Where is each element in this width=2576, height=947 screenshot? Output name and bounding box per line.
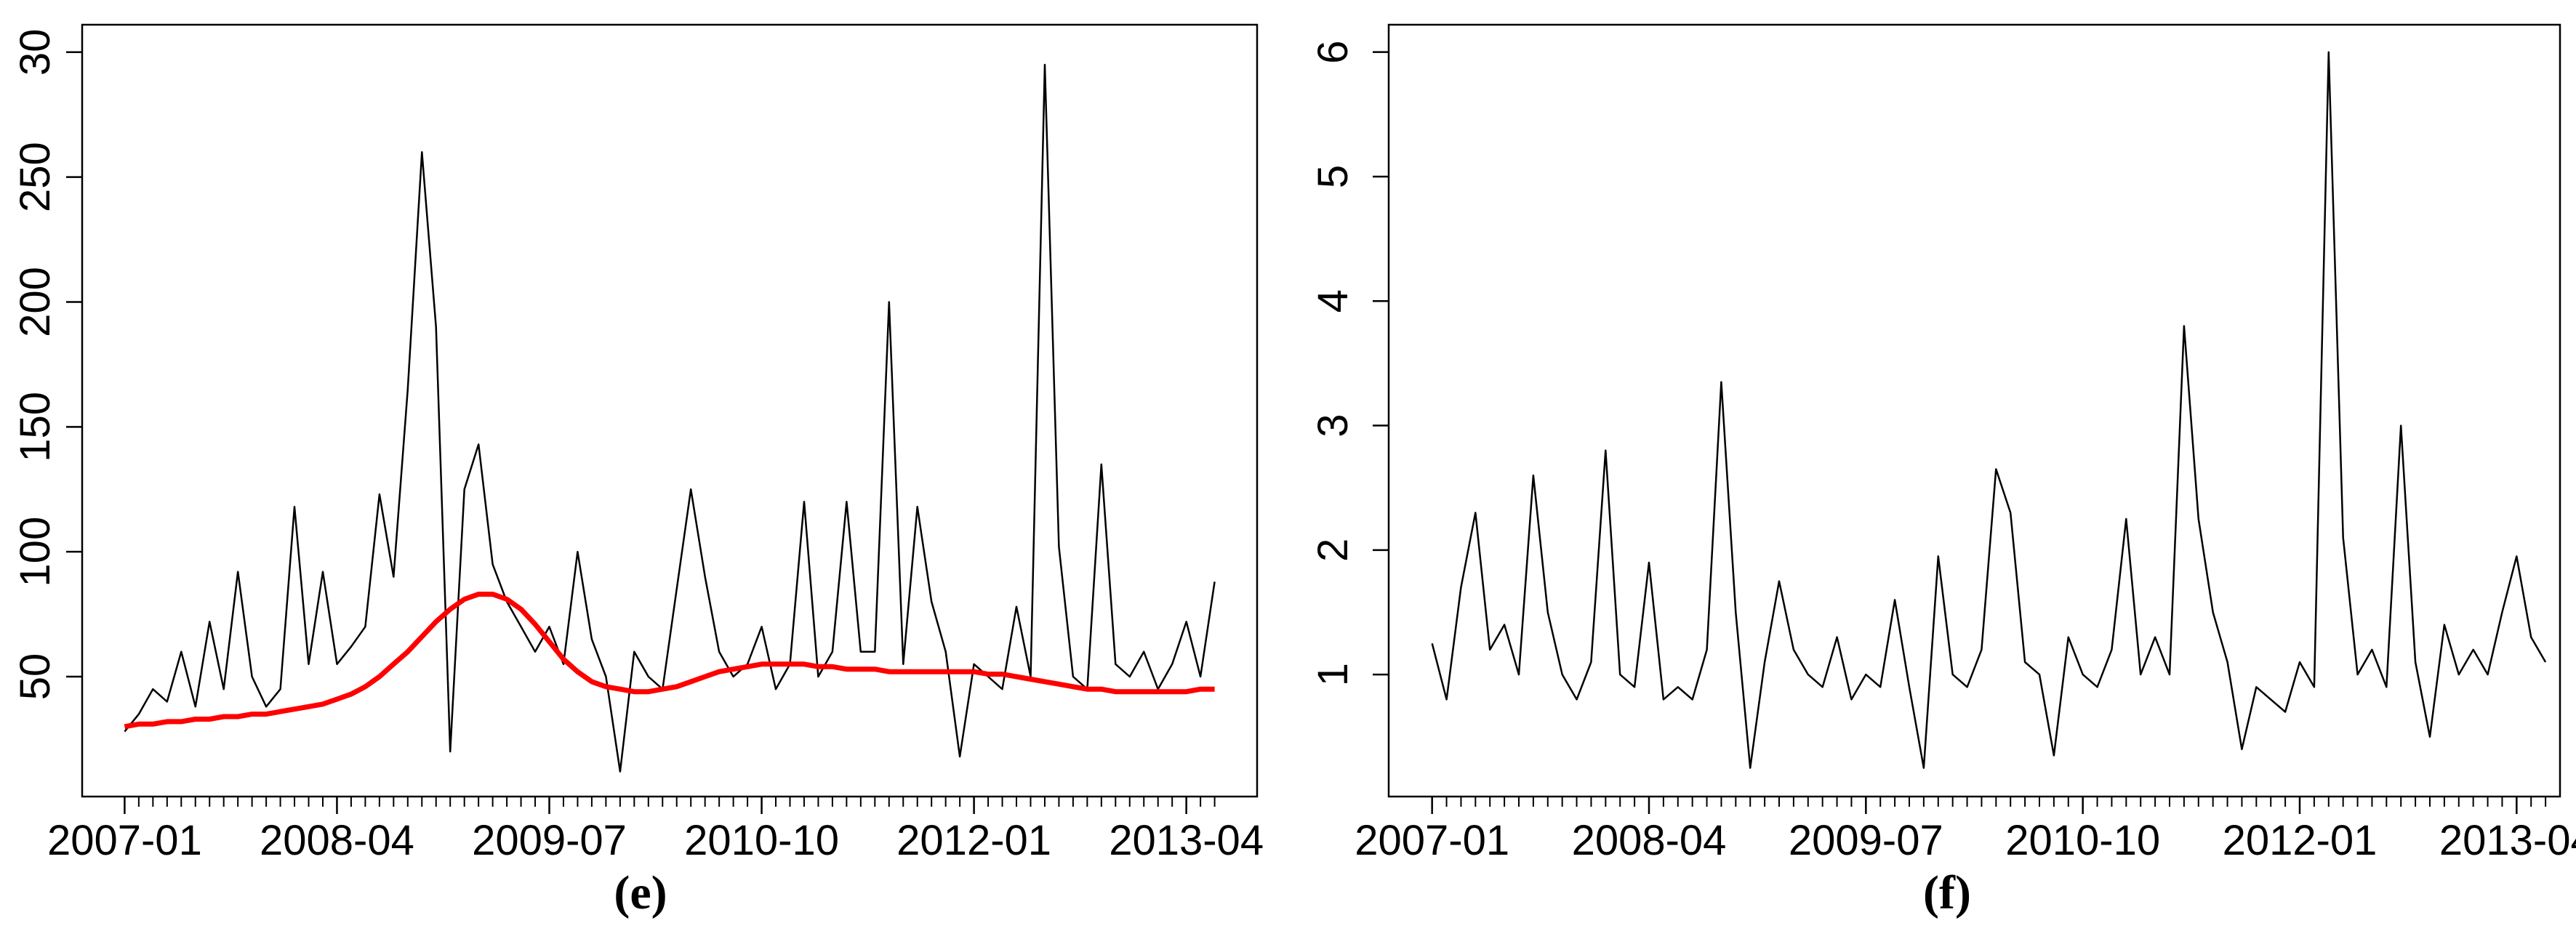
plot-frame <box>1387 23 2561 798</box>
plot-frame <box>81 23 1259 798</box>
y-tick-label: 4 <box>1309 289 1357 313</box>
y-tick-label: 150 <box>12 392 59 462</box>
y-tick-label: 250 <box>12 142 59 212</box>
x-tick-label: 2008-04 <box>1572 817 1727 864</box>
x-tick-label: 2009-07 <box>472 817 627 864</box>
x-tick-label: 2007-01 <box>1355 817 1509 864</box>
data-line <box>124 592 1215 730</box>
x-tick-label: 2008-04 <box>260 817 414 864</box>
panel-label: (e) <box>614 866 667 919</box>
y-tick-label: 100 <box>12 517 59 587</box>
x-tick-label: 2007-01 <box>47 817 202 864</box>
y-tick-label: 3 <box>1309 414 1357 437</box>
x-tick-label: 2013-04 <box>2439 817 2576 864</box>
y-tick-label: 50 <box>12 653 59 701</box>
y-tick-label: 1 <box>1309 663 1357 686</box>
y-tick-label: 6 <box>1309 41 1357 64</box>
y-tick-label: 200 <box>12 267 59 337</box>
y-tick-label: 5 <box>1309 165 1357 188</box>
panel-label: (f) <box>1923 866 1971 919</box>
plot-panel: 2007-01 2008-04 2009-07 2010-10 2012-01 2013-… <box>12 23 1264 919</box>
x-tick-label: 2012-01 <box>2223 817 2378 864</box>
x-tick-label: 2013-04 <box>1109 817 1264 864</box>
y-tick-label: 30 <box>12 29 59 76</box>
y-tick-label: 2 <box>1309 539 1357 562</box>
data-line <box>1431 51 2547 769</box>
x-tick-label: 2010-10 <box>2005 817 2160 864</box>
x-tick-label: 2010-10 <box>684 817 839 864</box>
x-tick-label: 2012-01 <box>896 817 1051 864</box>
x-tick-label: 2009-07 <box>1789 817 1943 864</box>
plot-panel: 2007-01 2008-04 2009-07 2010-10 2012-01 2013-… <box>1309 23 2576 919</box>
data-line <box>124 63 1216 773</box>
